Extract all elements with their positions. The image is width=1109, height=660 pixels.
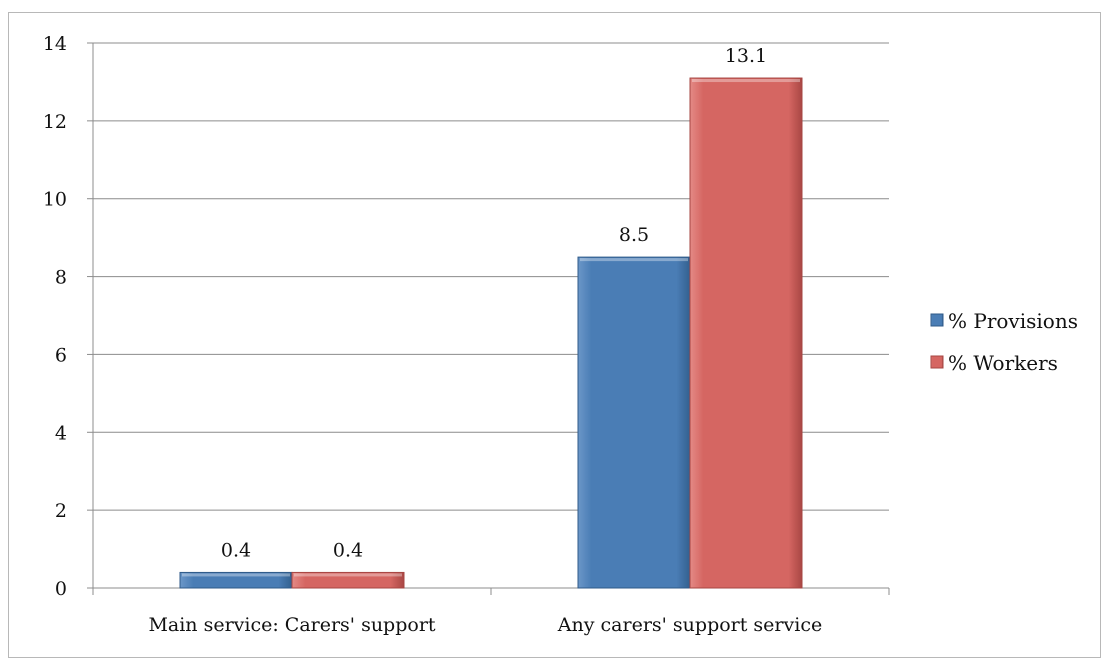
y-tick-label: 14	[43, 33, 67, 55]
bar-highlight	[692, 79, 800, 83]
legend-label: % Workers	[948, 351, 1058, 375]
y-tick-label: 10	[43, 189, 67, 211]
bar-highlight	[182, 573, 290, 577]
y-tick-label: 2	[55, 500, 67, 522]
legend-swatch	[930, 355, 944, 369]
y-tick-label: 12	[43, 111, 67, 133]
data-label: 0.4	[221, 539, 251, 561]
chart-frame	[8, 12, 1101, 658]
legend-label: % Provisions	[948, 309, 1078, 333]
data-label: 13.1	[725, 45, 767, 67]
bars	[179, 77, 803, 589]
category-label: Main service: Carers' support	[148, 614, 435, 636]
y-tick-label: 8	[55, 267, 67, 289]
category-label: Any carers' support service	[557, 614, 822, 636]
legend: % Provisions % Workers	[930, 309, 1078, 375]
data-label: 0.4	[333, 539, 363, 561]
bar	[291, 571, 405, 589]
y-tick-label: 0	[55, 578, 67, 600]
bar-highlight	[580, 258, 688, 262]
bar	[577, 256, 691, 589]
legend-swatch	[930, 313, 944, 327]
bar-highlight	[294, 573, 402, 577]
bar	[689, 77, 803, 589]
y-tick-label: 4	[55, 422, 67, 444]
data-label: 8.5	[619, 224, 649, 246]
labels: 0 2 4 6 8 10 12 14 Main service: Carers' support…	[43, 33, 822, 636]
y-tick-label: 6	[55, 344, 67, 366]
